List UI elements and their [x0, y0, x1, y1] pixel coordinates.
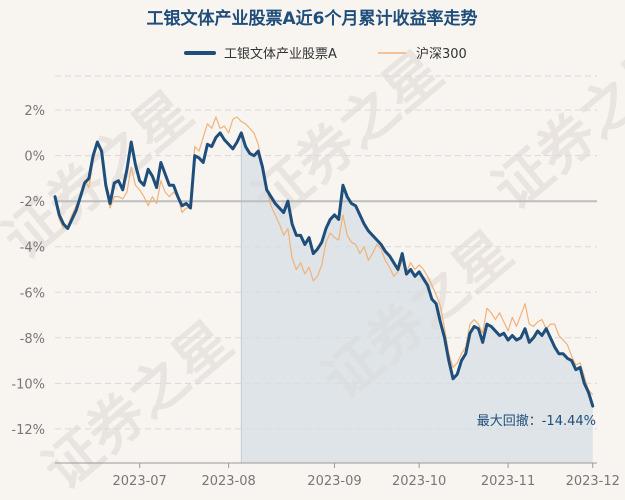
y-tick-label: 0%: [24, 150, 45, 165]
y-axis-ticks: 2% 0% -2% -4% -6% -8% -10% -12%: [11, 104, 45, 438]
series-line-fund: [53, 131, 595, 408]
x-tick-label: 2023-08: [201, 474, 255, 489]
watermark-text: 证券之星: [481, 29, 625, 223]
y-tick-label: -10%: [11, 377, 45, 392]
x-tick-label: 2023-09: [307, 474, 361, 489]
legend-label-fund: 工银文体产业股票A: [224, 47, 337, 62]
y-tick-label: -4%: [20, 241, 45, 256]
legend-label-index: 沪深300: [416, 46, 467, 62]
chart-title: 工银文体产业股票A近6个月累计收益率走势: [147, 8, 478, 29]
x-tick-label: 2023-10: [392, 474, 446, 489]
x-axis: 2023-07 2023-08 2023-09 2023-10 2023-11 2023-…: [55, 462, 620, 489]
x-tick-label: 2023-12: [566, 474, 620, 489]
legend: 工银文体产业股票A 沪深300: [184, 46, 467, 62]
y-tick-label: -12%: [11, 423, 45, 438]
y-tick-label: -6%: [20, 286, 45, 301]
series-layer: [53, 116, 595, 408]
drawdown-layer: [240, 132, 593, 464]
x-tick-label: 2023-11: [481, 474, 535, 489]
series-line-index: [54, 116, 594, 396]
x-tick-label: 2023-07: [113, 474, 167, 489]
drawdown-area: [241, 132, 593, 464]
y-tick-label: -2%: [20, 195, 45, 210]
y-tick-label: -8%: [20, 332, 45, 347]
max-drawdown-label: 最大回撤：-14.44%: [477, 413, 596, 429]
y-tick-label: 2%: [24, 104, 45, 119]
